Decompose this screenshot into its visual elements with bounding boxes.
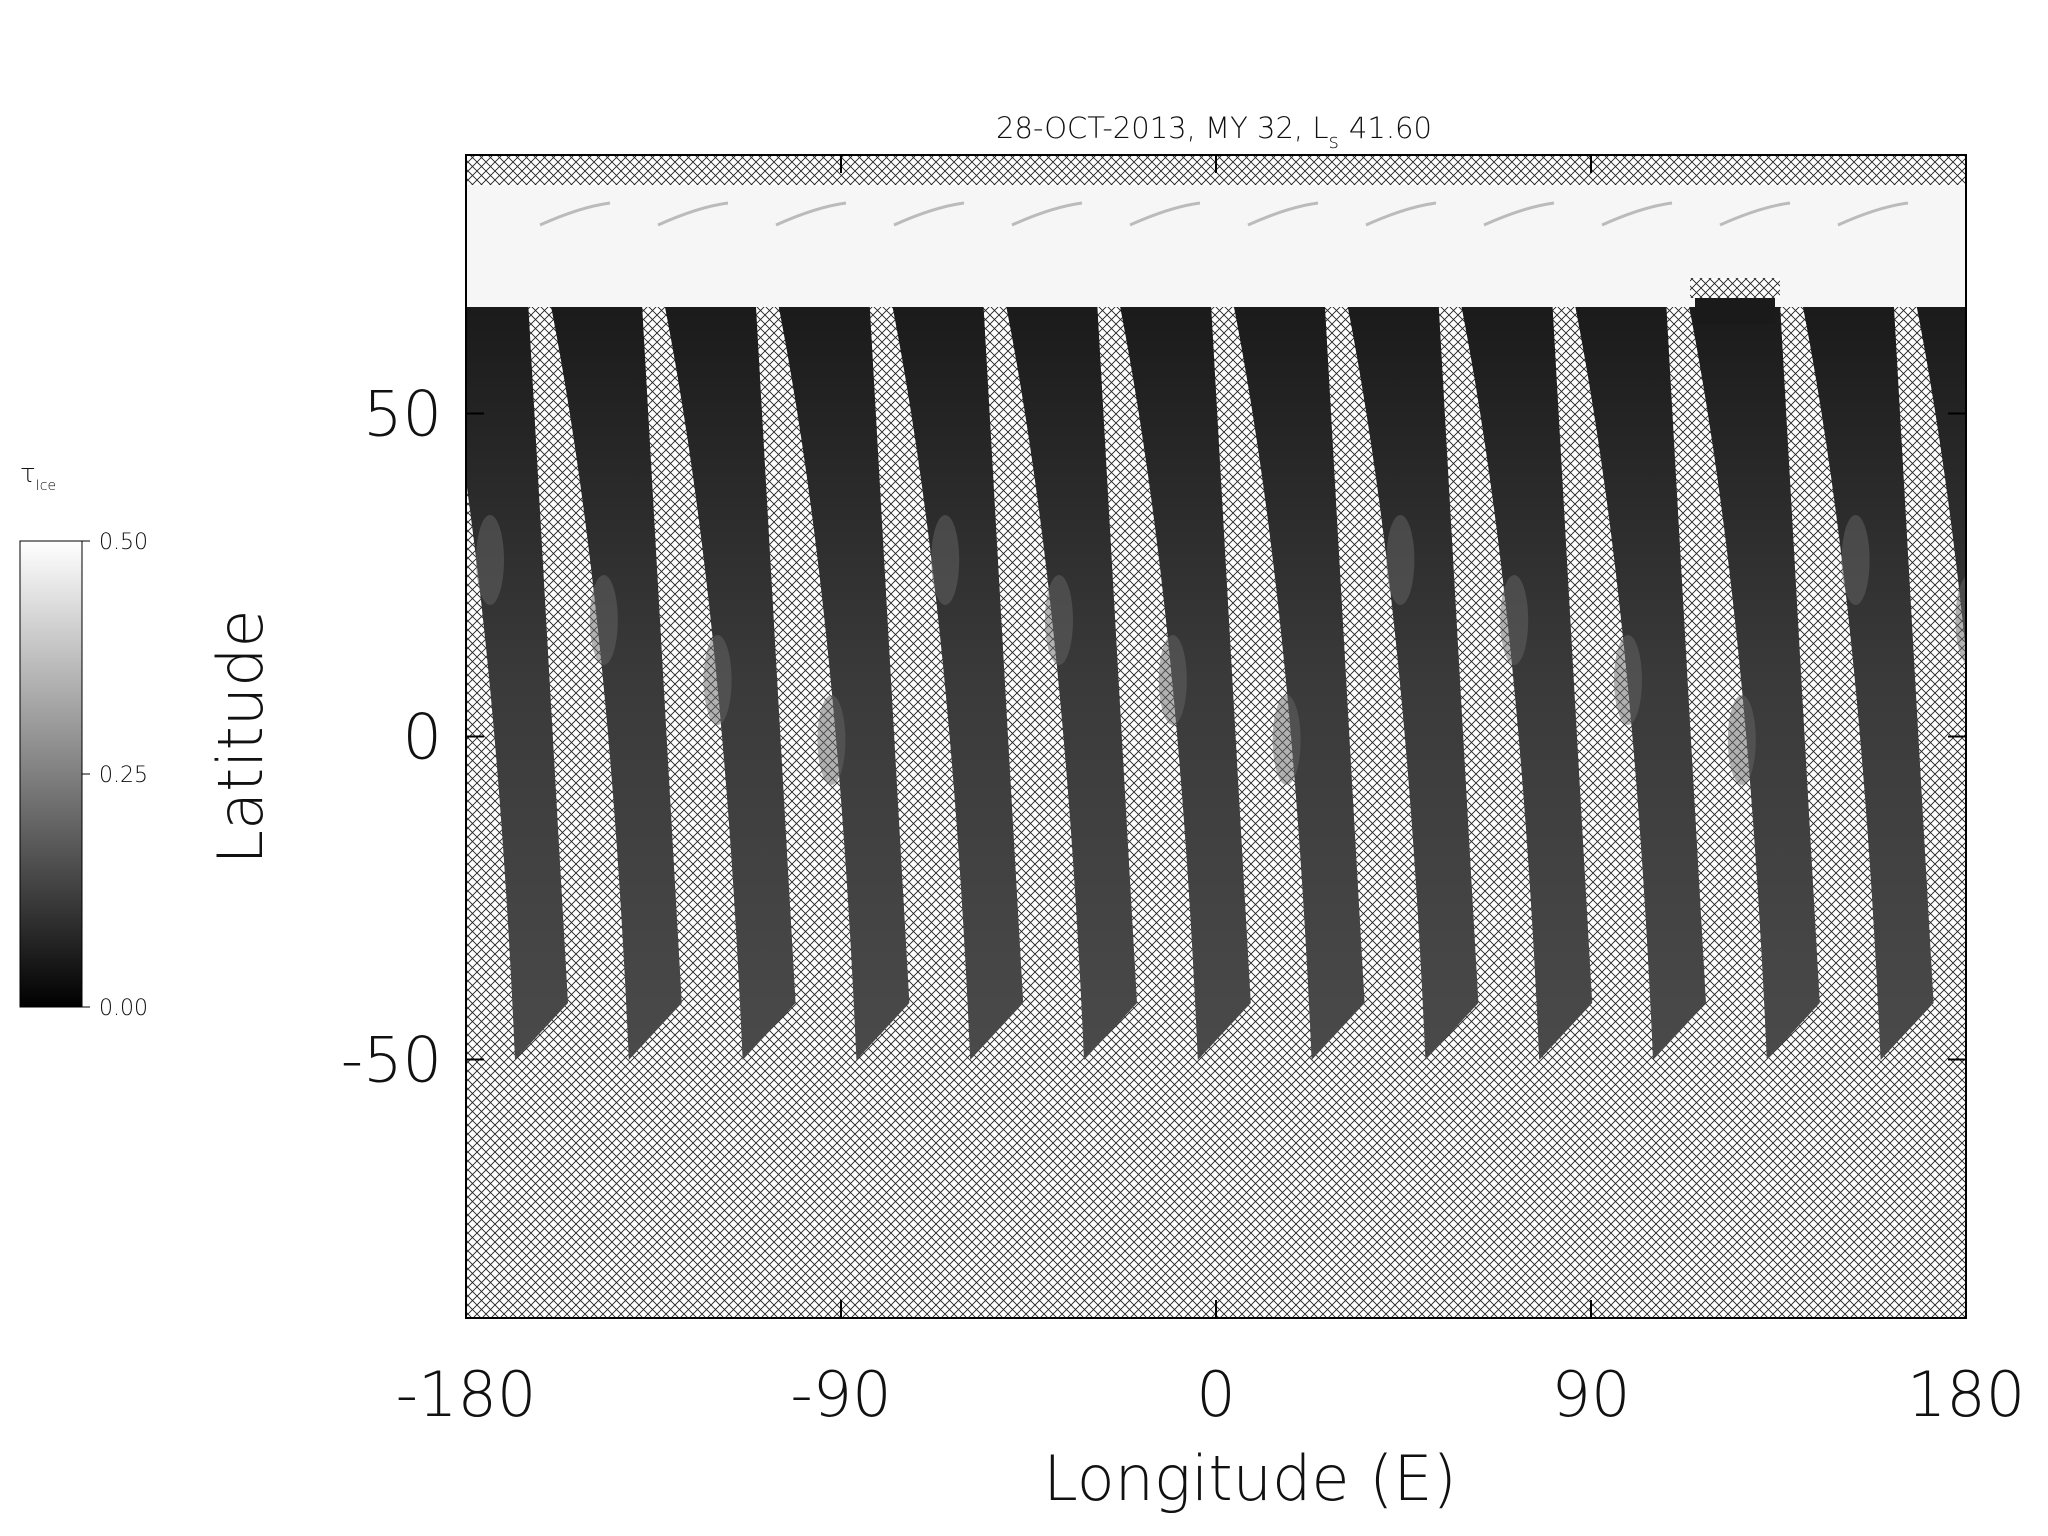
cap-streak (1601, 201, 1673, 227)
cap-streak (1365, 201, 1437, 227)
cloud-patch (703, 635, 732, 725)
cloud-patch (1045, 575, 1073, 665)
colorbar-tick-label: 0.25 (99, 763, 148, 788)
x-tick-label: -180 (396, 1358, 537, 1431)
swath (1346, 300, 1479, 1060)
cloud-patch (1158, 635, 1187, 725)
cloud-patch (1386, 515, 1415, 605)
x-axis-label: Longitude (E) (1043, 1442, 1456, 1515)
cap-streak (1719, 201, 1791, 227)
swath (1232, 300, 1365, 1060)
cap-streak (1247, 201, 1319, 227)
cap-streak (893, 201, 965, 227)
x-tick-label: 180 (1907, 1358, 2025, 1431)
swaths (466, 185, 1966, 1060)
swath (1005, 300, 1137, 1060)
chart-title: 28-OCT-2013, MY 32, Ls 41.60 (996, 111, 1432, 153)
colorbar-subscript: Ice (36, 478, 56, 494)
swath (891, 300, 1024, 1060)
cloud-patch (1955, 576, 1966, 664)
cap-gap-dark (1695, 298, 1775, 324)
cap-streak (1837, 201, 1909, 227)
title-text: 28-OCT-2013, MY 32, L (996, 111, 1328, 145)
cloud-patch (1727, 695, 1756, 785)
swath (1460, 300, 1593, 1060)
swath (1801, 300, 1934, 1060)
swath (1687, 300, 1820, 1060)
cap-streak (657, 201, 729, 227)
cap-streak (539, 201, 611, 227)
y-axis-label: Latitude (204, 609, 277, 864)
y-tick-label: 50 (363, 377, 442, 450)
colorbar-tick-label: 0.00 (99, 996, 148, 1021)
cloud-patch (476, 515, 504, 605)
swath (466, 300, 568, 1060)
cloud-patch (589, 575, 618, 665)
y-tick-label: -50 (341, 1024, 442, 1097)
cloud-patch (817, 695, 846, 785)
swath (777, 300, 910, 1060)
colorbar (19, 540, 83, 1008)
x-tick-label: 0 (1196, 1358, 1235, 1431)
x-tick-label: -90 (790, 1358, 891, 1431)
cap-gap (1690, 278, 1780, 298)
swath (549, 300, 682, 1060)
cloud-patch (1841, 515, 1870, 605)
colorbar-label: τIce (20, 459, 56, 494)
cloud-patch (1500, 575, 1529, 665)
colorbar-tick-label: 0.50 (99, 530, 148, 555)
cloud-patch (1272, 695, 1301, 785)
title-value: 41.60 (1349, 111, 1432, 145)
swath (1915, 300, 1966, 654)
cloud-patch (1614, 635, 1642, 725)
cap-streak (1129, 201, 1201, 227)
cap-streak (1483, 201, 1555, 227)
y-tick-label: 0 (403, 701, 442, 774)
cap-streak (775, 201, 847, 227)
x-tick-label: 90 (1552, 1358, 1631, 1431)
cloud-patch (931, 515, 960, 605)
cap-streak (1011, 201, 1083, 227)
title-subscript: s (1329, 129, 1339, 153)
colorbar-symbol: τ (20, 459, 36, 489)
